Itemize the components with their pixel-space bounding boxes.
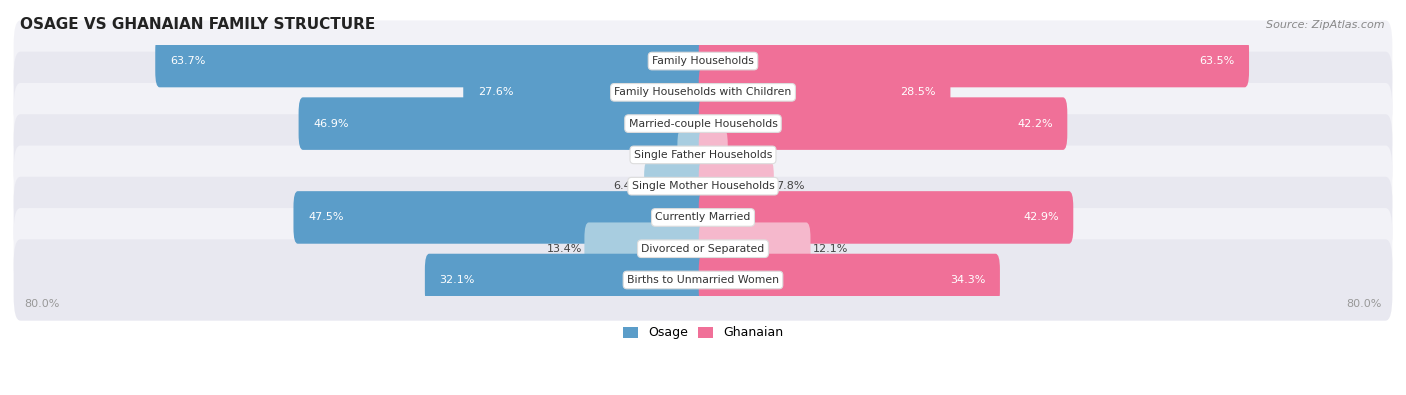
- Text: Single Father Households: Single Father Households: [634, 150, 772, 160]
- FancyBboxPatch shape: [699, 222, 810, 275]
- FancyBboxPatch shape: [585, 222, 707, 275]
- FancyBboxPatch shape: [14, 239, 1392, 321]
- Text: Single Mother Households: Single Mother Households: [631, 181, 775, 191]
- FancyBboxPatch shape: [699, 97, 1067, 150]
- FancyBboxPatch shape: [699, 191, 1073, 244]
- FancyBboxPatch shape: [463, 66, 707, 118]
- Text: 6.4%: 6.4%: [613, 181, 641, 191]
- Text: 46.9%: 46.9%: [314, 118, 349, 129]
- Text: 63.5%: 63.5%: [1199, 56, 1234, 66]
- FancyBboxPatch shape: [644, 160, 707, 213]
- Text: 2.4%: 2.4%: [730, 150, 759, 160]
- Text: Family Households with Children: Family Households with Children: [614, 87, 792, 97]
- Text: 27.6%: 27.6%: [478, 87, 513, 97]
- Text: 34.3%: 34.3%: [950, 275, 986, 285]
- Text: 2.5%: 2.5%: [647, 150, 675, 160]
- Legend: Osage, Ghanaian: Osage, Ghanaian: [619, 322, 787, 344]
- Text: 80.0%: 80.0%: [25, 299, 60, 309]
- Text: Married-couple Households: Married-couple Households: [628, 118, 778, 129]
- FancyBboxPatch shape: [14, 52, 1392, 133]
- FancyBboxPatch shape: [699, 254, 1000, 306]
- Text: 28.5%: 28.5%: [900, 87, 936, 97]
- Text: OSAGE VS GHANAIAN FAMILY STRUCTURE: OSAGE VS GHANAIAN FAMILY STRUCTURE: [21, 17, 375, 32]
- Text: 42.2%: 42.2%: [1017, 118, 1053, 129]
- Text: 12.1%: 12.1%: [813, 244, 848, 254]
- Text: 7.8%: 7.8%: [776, 181, 804, 191]
- Text: 32.1%: 32.1%: [439, 275, 475, 285]
- FancyBboxPatch shape: [298, 97, 707, 150]
- FancyBboxPatch shape: [294, 191, 707, 244]
- FancyBboxPatch shape: [699, 129, 728, 181]
- FancyBboxPatch shape: [14, 145, 1392, 227]
- Text: 80.0%: 80.0%: [1346, 299, 1381, 309]
- FancyBboxPatch shape: [14, 114, 1392, 196]
- Text: Births to Unmarried Women: Births to Unmarried Women: [627, 275, 779, 285]
- FancyBboxPatch shape: [699, 160, 773, 213]
- FancyBboxPatch shape: [425, 254, 707, 306]
- Text: 47.5%: 47.5%: [308, 213, 343, 222]
- Text: 63.7%: 63.7%: [170, 56, 205, 66]
- FancyBboxPatch shape: [155, 35, 707, 87]
- Text: Source: ZipAtlas.com: Source: ZipAtlas.com: [1267, 20, 1385, 30]
- FancyBboxPatch shape: [14, 83, 1392, 164]
- Text: 42.9%: 42.9%: [1024, 213, 1059, 222]
- FancyBboxPatch shape: [14, 177, 1392, 258]
- FancyBboxPatch shape: [678, 129, 707, 181]
- Text: Currently Married: Currently Married: [655, 213, 751, 222]
- Text: 13.4%: 13.4%: [547, 244, 582, 254]
- FancyBboxPatch shape: [699, 66, 950, 118]
- Text: Divorced or Separated: Divorced or Separated: [641, 244, 765, 254]
- Text: Family Households: Family Households: [652, 56, 754, 66]
- FancyBboxPatch shape: [699, 35, 1249, 87]
- FancyBboxPatch shape: [14, 208, 1392, 290]
- FancyBboxPatch shape: [14, 21, 1392, 102]
